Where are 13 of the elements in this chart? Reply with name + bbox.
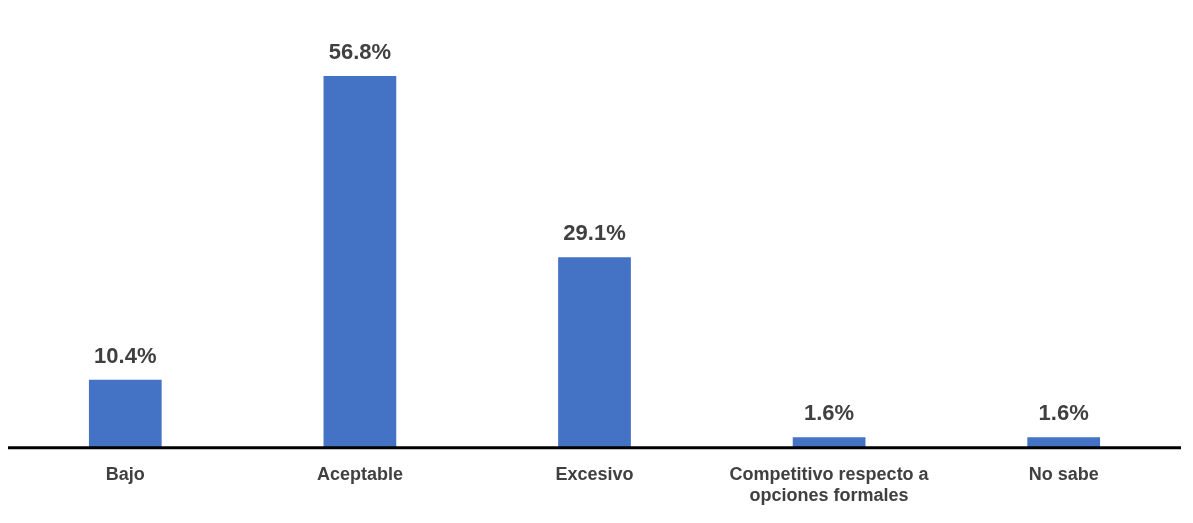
data-label: 56.8% [328,39,392,65]
x-tick-label: Competitivo respecto a opciones formales [729,463,930,506]
bar [558,257,631,448]
bar [88,379,162,448]
x-tick-label: Aceptable [316,463,403,484]
data-label: 1.6% [804,400,855,426]
data-label: 1.6% [1038,400,1089,426]
data-label: 10.4% [94,342,157,368]
bar [323,75,397,448]
x-tick-label: Excesivo [555,463,634,484]
x-tick-label: Bajo [105,463,145,484]
x-tick-label: No sabe [1028,463,1099,484]
data-label: 29.1% [563,220,626,246]
